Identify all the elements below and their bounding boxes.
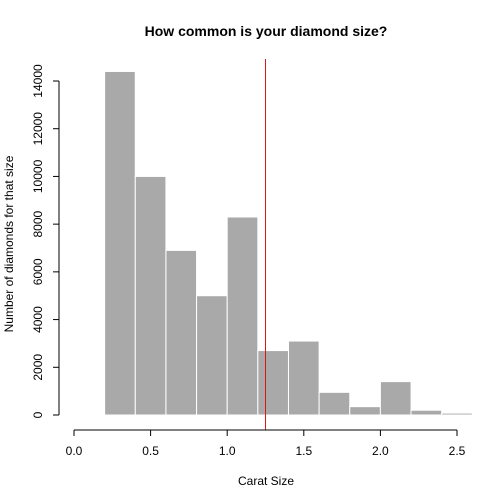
y-tick-label-0: 0 (31, 411, 45, 418)
histogram-bar-3 (196, 295, 228, 416)
y-axis-label: Number of diamonds for that size (2, 155, 16, 332)
histogram-bar-10 (410, 409, 443, 416)
x-tick-label-2: 1.0 (219, 444, 236, 458)
histogram-bar-5 (257, 350, 289, 416)
histogram-bar-8 (349, 406, 381, 416)
y-axis: 0 2000 4000 6000 8000 10000 12000 14000 (31, 64, 60, 418)
x-tick-label-0: 0.0 (66, 444, 83, 458)
histogram-bar-11 (441, 412, 473, 416)
x-axis-label: Carat Size (238, 474, 294, 488)
x-axis: 0.0 0.5 1.0 1.5 2.0 2.5 (66, 429, 466, 458)
x-tick-label-5: 2.5 (449, 444, 466, 458)
y-tick-label-5: 10000 (31, 159, 45, 193)
histogram-bar-7 (318, 391, 351, 416)
y-tick-label-4: 8000 (31, 210, 45, 237)
histogram-bar-0 (104, 70, 136, 416)
y-tick-label-6: 12000 (31, 112, 45, 146)
histogram-bar-9 (379, 381, 412, 416)
y-tick-label-1: 2000 (31, 354, 45, 381)
bars-group (104, 70, 473, 416)
x-tick-label-4: 2.0 (372, 444, 389, 458)
chart-title: How common is your diamond size? (145, 23, 388, 39)
y-tick-label-7: 14000 (31, 64, 45, 98)
x-tick-label-3: 1.5 (295, 444, 312, 458)
y-tick-label-3: 6000 (31, 258, 45, 285)
x-tick-label-1: 0.5 (142, 444, 159, 458)
histogram-bar-4 (226, 216, 259, 416)
histogram-bar-1 (134, 175, 167, 416)
histogram-bar-2 (165, 249, 198, 416)
y-tick-label-2: 4000 (31, 306, 45, 333)
histogram-bar-6 (287, 340, 320, 416)
